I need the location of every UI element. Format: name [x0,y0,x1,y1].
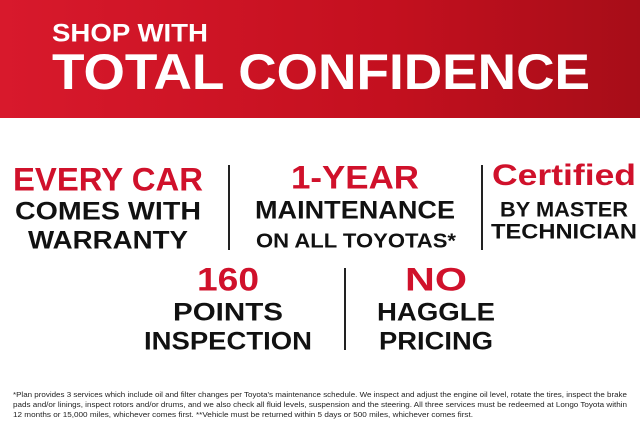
footnote-line: *Plan provides 3 services which include … [13,390,627,399]
feature-highlight: 1-YEAR [291,159,419,195]
feature-line: POINTS [173,299,283,327]
feature-highlight: NO [405,261,467,297]
feature-highlight: Certified [492,159,636,192]
feature-line: WARRANTY [28,227,188,255]
feature-line: BY MASTER [500,199,628,222]
kicker: SHOP WITH [52,20,208,48]
feature-line: TECHNICIAN [491,221,637,244]
feature-line: ON ALL TOYOTAS* [256,230,456,252]
header-band [0,0,640,118]
feature-highlight: EVERY CAR [13,161,203,197]
feature-line: COMES WITH [15,198,201,226]
feature-line: MAINTENANCE [255,197,455,225]
feature-highlight: 160 [197,261,259,297]
feature-line: HAGGLE [377,299,495,327]
title: TOTAL CONFIDENCE [52,44,590,100]
feature-line: INSPECTION [144,328,312,356]
footnote-line: pads and/or linings, inspect rotors and/… [13,400,627,409]
footnote-line: 12 months or 15,000 miles, whichever com… [13,410,473,419]
feature-line: PRICING [379,328,493,356]
